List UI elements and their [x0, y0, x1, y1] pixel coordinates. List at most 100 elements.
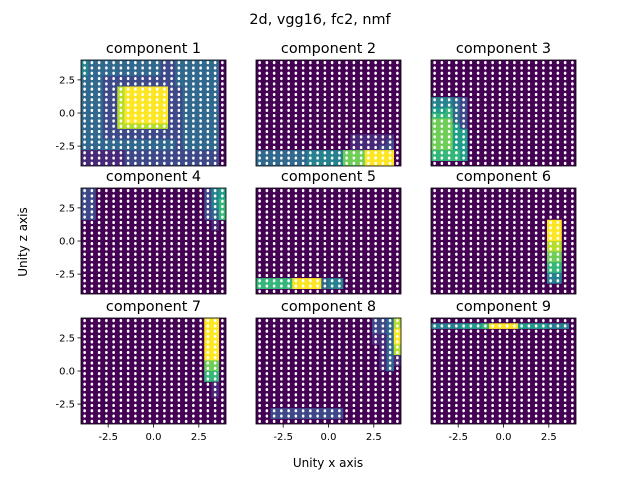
sample-point [163, 242, 166, 246]
sample-point [345, 194, 348, 198]
sample-point [199, 263, 202, 267]
sample-point [301, 226, 305, 230]
sample-point [476, 252, 480, 256]
sample-point [148, 419, 152, 423]
sample-point [221, 226, 224, 230]
sample-point [287, 124, 290, 128]
sample-point [272, 119, 276, 123]
sample-point [359, 119, 363, 123]
sample-point [177, 377, 181, 381]
sample-point [388, 268, 392, 272]
sample-point [527, 345, 531, 349]
sample-point [359, 273, 363, 278]
sample-point [338, 194, 341, 198]
sample-point [141, 129, 144, 134]
sample-point [433, 119, 436, 123]
sample-point [527, 87, 531, 91]
sample-point [112, 66, 115, 70]
sample-point [83, 356, 86, 360]
sample-point [316, 419, 319, 423]
sample-point [447, 403, 451, 408]
sample-point [280, 199, 283, 203]
subplot-title: component 7 [106, 299, 201, 315]
sample-point [206, 145, 210, 150]
sample-point [323, 226, 327, 230]
sample-point [447, 215, 451, 219]
sample-point [491, 71, 494, 75]
sample-point [90, 114, 94, 118]
sample-point [148, 156, 152, 160]
sample-point [134, 156, 137, 160]
sample-point [141, 252, 144, 256]
sample-point [184, 87, 188, 91]
sample-point [316, 350, 319, 355]
sample-point [265, 199, 269, 203]
sample-point [323, 324, 327, 328]
sample-point [469, 119, 473, 123]
sample-point [374, 226, 377, 230]
sample-point [513, 289, 516, 293]
sample-point [455, 135, 458, 139]
sample-point [90, 66, 94, 70]
sample-point [433, 387, 436, 392]
sample-point [148, 215, 152, 219]
sample-point [447, 257, 451, 262]
sample-point [520, 284, 523, 288]
sample-point [258, 366, 261, 370]
sample-point [396, 377, 399, 381]
sample-point [258, 350, 261, 355]
sample-point [221, 156, 224, 160]
sample-point [330, 140, 334, 144]
sample-point [513, 82, 516, 86]
sample-point [163, 340, 166, 344]
sample-point [534, 382, 538, 386]
sample-point [90, 242, 94, 246]
sample-point [141, 268, 144, 272]
sample-point [309, 289, 312, 293]
sample-point [447, 76, 451, 81]
sample-point [374, 103, 377, 107]
sample-point [294, 124, 298, 128]
sample-point [433, 345, 436, 349]
sample-point [148, 409, 152, 413]
sample-point [163, 372, 166, 376]
sample-point [112, 387, 115, 392]
sample-point [563, 151, 567, 155]
sample-point [563, 215, 567, 219]
sample-point [484, 356, 487, 360]
sample-point [206, 87, 210, 91]
sample-point [199, 108, 202, 112]
sample-point [542, 76, 545, 81]
sample-point [272, 129, 276, 134]
sample-point [462, 268, 465, 272]
sample-point [367, 409, 370, 413]
sample-point [352, 215, 356, 219]
sample-point [170, 226, 173, 230]
heatmap-background [81, 188, 226, 294]
sample-point [221, 356, 224, 360]
sample-point [345, 257, 348, 262]
sample-point [396, 372, 399, 376]
sample-point [301, 76, 305, 81]
sample-point [170, 204, 173, 209]
sample-point [571, 340, 574, 344]
sample-point [527, 372, 531, 376]
sample-point [112, 226, 115, 230]
sample-point [491, 393, 494, 397]
sample-point [265, 268, 269, 272]
sample-point [433, 199, 436, 203]
figure-title: 2d, vgg16, fc2, nmf [249, 12, 391, 28]
sample-point [491, 324, 494, 328]
sample-point [476, 114, 480, 118]
sample-point [287, 340, 290, 344]
sample-point [388, 284, 392, 288]
sample-point [177, 135, 181, 139]
sample-point [556, 92, 560, 97]
sample-point [97, 61, 101, 65]
sample-point [338, 334, 341, 339]
sample-point [192, 210, 195, 214]
sample-point [520, 71, 523, 75]
sample-point [134, 252, 137, 256]
sample-point [280, 98, 283, 102]
sample-point [520, 92, 523, 97]
